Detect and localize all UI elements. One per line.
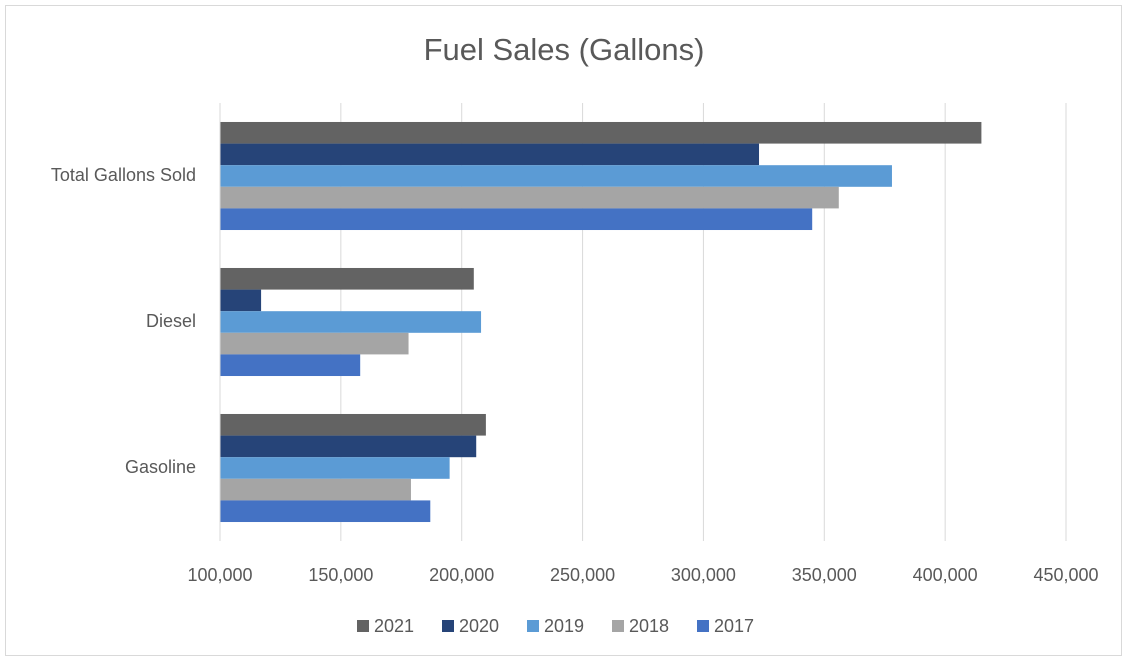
legend-swatch [527, 620, 539, 632]
legend-swatch [442, 620, 454, 632]
y-tick-label: Diesel [146, 311, 196, 331]
bar [220, 457, 450, 479]
legend-label: 2020 [459, 616, 499, 636]
bar [220, 186, 839, 209]
legend-label: 2021 [374, 616, 414, 636]
chart-border [5, 5, 1122, 656]
bar [220, 208, 813, 231]
bar [220, 332, 409, 355]
bar [220, 311, 482, 333]
x-tick-label: 350,000 [792, 565, 857, 585]
bar [220, 121, 982, 144]
bar [220, 165, 892, 187]
chart-title: Fuel Sales (Gallons) [424, 32, 705, 67]
bar [220, 500, 431, 523]
x-tick-label: 200,000 [429, 565, 494, 585]
x-tick-label: 100,000 [187, 565, 252, 585]
bar [220, 143, 760, 166]
x-tick-label: 400,000 [913, 565, 978, 585]
legend-label: 2017 [714, 616, 754, 636]
x-tick-label: 150,000 [308, 565, 373, 585]
legend-swatch [357, 620, 369, 632]
bar [220, 267, 474, 290]
bar [220, 289, 262, 312]
bar [220, 354, 361, 377]
x-tick-label: 300,000 [671, 565, 736, 585]
y-tick-label: Total Gallons Sold [51, 165, 196, 185]
y-tick-label: Gasoline [125, 457, 196, 477]
legend-swatch [612, 620, 624, 632]
x-tick-label: 250,000 [550, 565, 615, 585]
legend-label: 2019 [544, 616, 584, 636]
legend-label: 2018 [629, 616, 669, 636]
bar [220, 435, 477, 458]
bar [220, 478, 411, 501]
x-tick-label: 450,000 [1033, 565, 1098, 585]
bar [220, 413, 486, 436]
legend-swatch [697, 620, 709, 632]
